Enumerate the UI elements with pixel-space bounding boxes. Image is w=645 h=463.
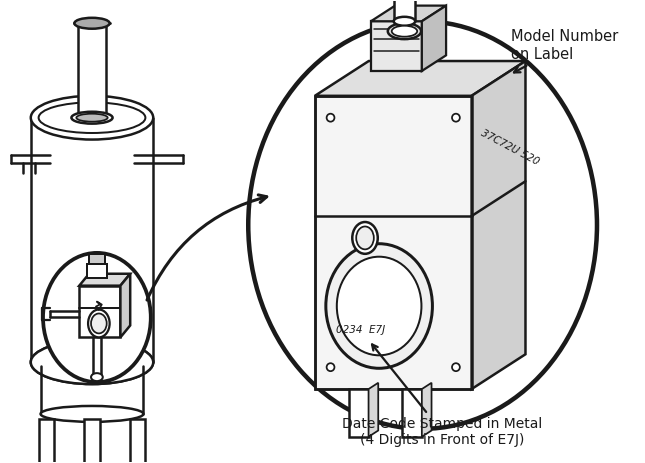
Polygon shape [422, 6, 446, 71]
Text: 0234  E7J: 0234 E7J [337, 325, 386, 335]
Ellipse shape [43, 253, 151, 382]
Text: Date Code Stamped in Metal
(4 Digits in Front of E7J): Date Code Stamped in Metal (4 Digits in … [342, 344, 542, 447]
Bar [315, 96, 471, 389]
Bar [89, 254, 104, 264]
Circle shape [326, 363, 335, 371]
Bar [393, 0, 415, 21]
Bar [87, 264, 106, 278]
Ellipse shape [31, 340, 154, 384]
Ellipse shape [392, 26, 417, 37]
Text: Model Number
on Label: Model Number on Label [511, 29, 618, 72]
Polygon shape [79, 274, 130, 286]
FancyArrowPatch shape [147, 195, 267, 300]
Bar [84, 419, 100, 463]
Bar [79, 286, 121, 338]
Polygon shape [422, 383, 432, 437]
Ellipse shape [326, 244, 432, 368]
Bar [130, 419, 145, 463]
Polygon shape [315, 61, 526, 96]
Ellipse shape [337, 257, 421, 355]
Ellipse shape [393, 17, 415, 26]
Bar [31, 118, 154, 362]
Bar [402, 389, 422, 437]
Polygon shape [121, 274, 130, 338]
Ellipse shape [76, 114, 108, 122]
Circle shape [452, 114, 460, 122]
Ellipse shape [72, 112, 113, 124]
Ellipse shape [74, 18, 110, 29]
Ellipse shape [31, 96, 154, 139]
Ellipse shape [356, 226, 374, 250]
Bar [371, 21, 422, 71]
Ellipse shape [88, 310, 110, 338]
Polygon shape [371, 6, 446, 21]
Circle shape [326, 114, 335, 122]
Bar [78, 23, 106, 118]
Circle shape [452, 363, 460, 371]
Ellipse shape [41, 406, 143, 422]
Bar [78, 108, 106, 123]
Text: 37C72U 520: 37C72U 520 [479, 128, 541, 168]
Ellipse shape [352, 222, 378, 254]
Ellipse shape [91, 373, 103, 381]
Bar [39, 419, 54, 463]
Bar [349, 389, 368, 437]
Ellipse shape [248, 21, 597, 429]
Ellipse shape [91, 313, 106, 333]
Bar [315, 96, 471, 389]
Ellipse shape [31, 340, 154, 384]
Polygon shape [471, 61, 526, 389]
Polygon shape [368, 383, 378, 437]
Ellipse shape [388, 23, 421, 39]
